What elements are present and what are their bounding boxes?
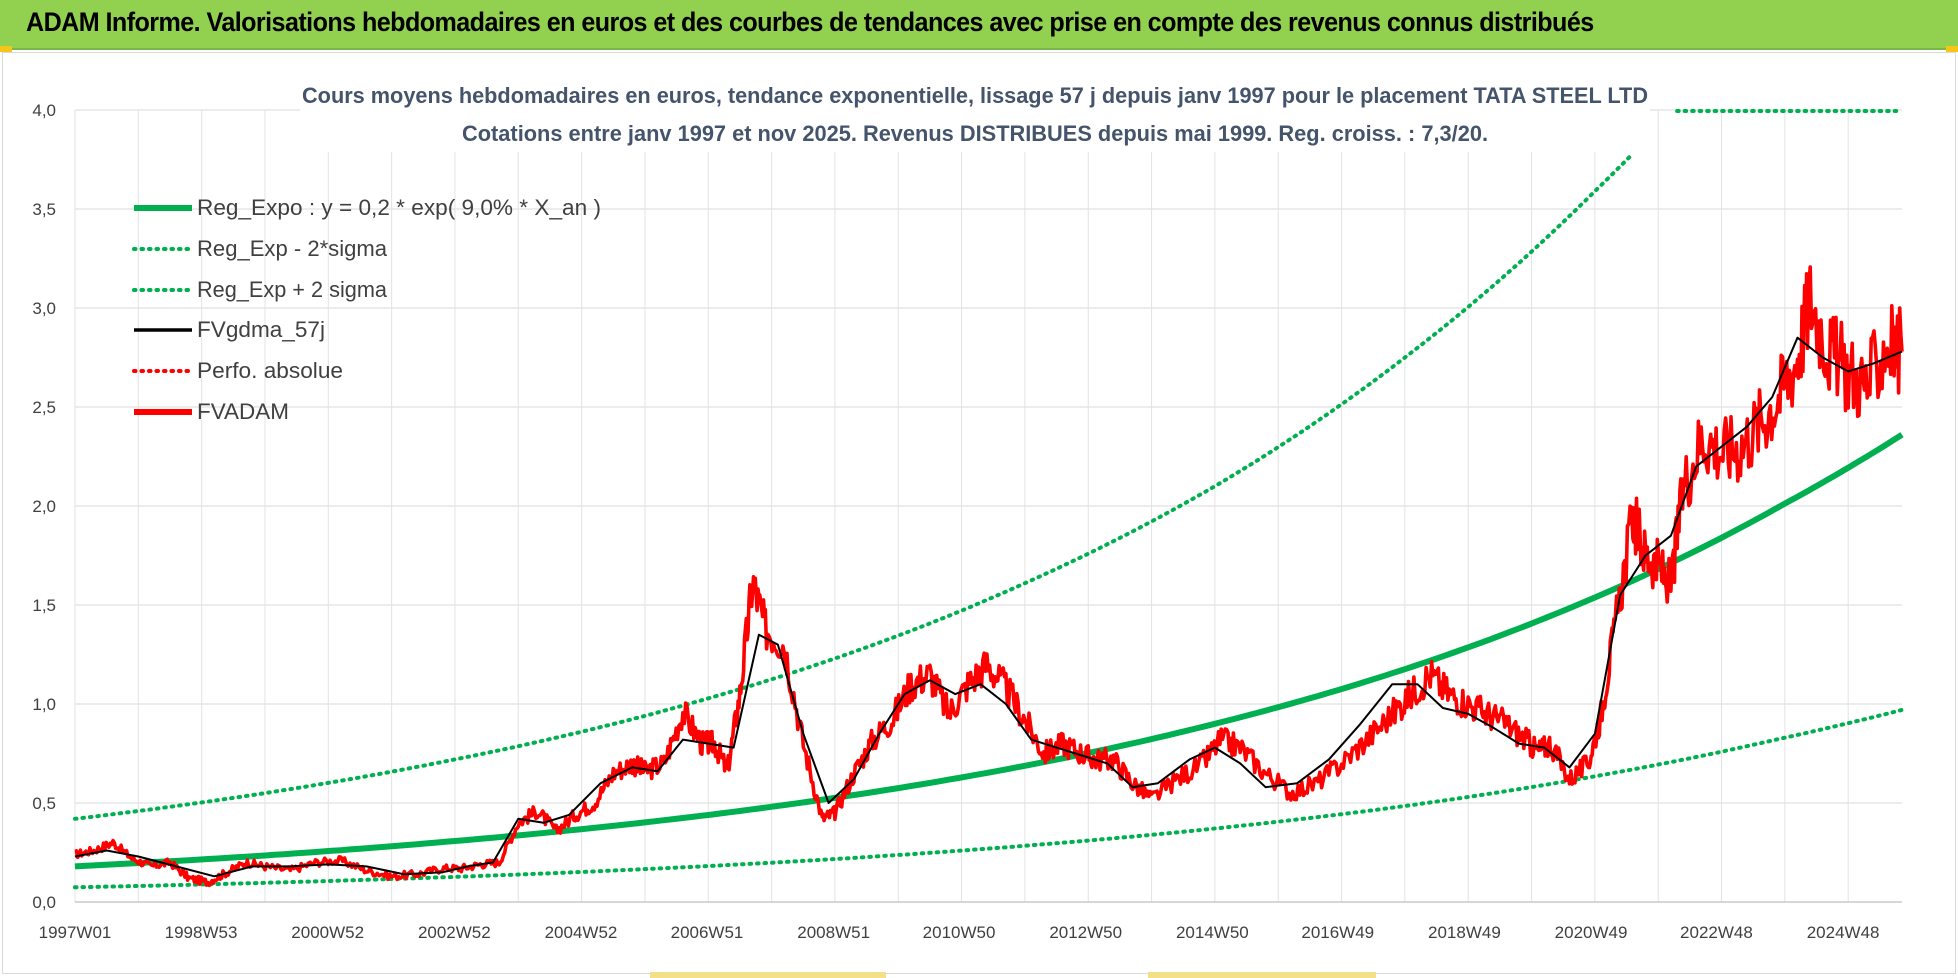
legend-label: FVADAM — [197, 399, 289, 424]
chart-title-line2: Cotations entre janv 1997 et nov 2025. R… — [462, 121, 1488, 146]
x-tick-label: 2002W52 — [418, 923, 491, 942]
x-tick-label: 2008W51 — [797, 923, 870, 942]
bottom-mark-1 — [650, 972, 886, 978]
chart-title-box — [300, 76, 1650, 152]
x-tick-label: 1997W01 — [39, 923, 112, 942]
x-tick-label: 2004W52 — [545, 923, 618, 942]
legend-label: Reg_Expo : y = 0,2 * exp( 9,0% * X_an ) — [197, 195, 601, 220]
y-tick-label: 2,5 — [32, 398, 56, 417]
chart-series — [73, 109, 1904, 890]
x-tick-label: 2022W48 — [1680, 923, 1753, 942]
series-reg-exp-plus-2-sigma — [73, 151, 1635, 821]
y-tick-label: 1,0 — [32, 695, 56, 714]
legend-label: Reg_Exp + 2 sigma — [197, 277, 388, 302]
y-tick-label: 0,0 — [32, 893, 56, 912]
bottom-mark-2 — [1148, 972, 1376, 978]
corner-mark-right — [1946, 46, 1958, 52]
y-tick-label: 0,5 — [32, 794, 56, 813]
y-tick-label: 1,5 — [32, 596, 56, 615]
chart-frame — [2, 52, 1956, 974]
chart-titles: Cours moyens hebdomadaires en euros, ten… — [300, 76, 1650, 152]
y-tick-label: 2,0 — [32, 497, 56, 516]
y-tick-label: 4,0 — [32, 101, 56, 120]
legend-label: Reg_Exp - 2*sigma — [197, 236, 388, 261]
x-tick-label: 1998W53 — [165, 923, 238, 942]
series-fvadam — [74, 265, 1904, 888]
legend-label: FVgdma_57j — [197, 317, 325, 342]
x-tick-label: 2014W50 — [1176, 923, 1249, 942]
chart-title-line1: Cours moyens hebdomadaires en euros, ten… — [302, 83, 1648, 108]
x-tick-label: 2012W50 — [1049, 923, 1122, 942]
corner-mark-left — [0, 46, 12, 52]
x-tick-label: 2000W52 — [291, 923, 364, 942]
series-reg-exp-minus-2-sigma — [73, 707, 1904, 890]
series-reg-expo — [74, 432, 1904, 870]
series-fvgdma-57j — [74, 336, 1903, 878]
x-tick-label: 2024W48 — [1807, 923, 1880, 942]
legend-label: Perfo. absolue — [197, 358, 343, 383]
chart-grid — [74, 109, 1902, 903]
x-tick-label: 2010W50 — [923, 923, 996, 942]
chart-legend: Reg_Expo : y = 0,2 * exp( 9,0% * X_an ) R… — [132, 195, 601, 424]
x-tick-label: 2018W49 — [1428, 923, 1501, 942]
y-tick-label: 3,0 — [32, 299, 56, 318]
chart-axes: 0,0 0,5 1,0 1,5 2,0 2,5 3,0 3,5 4,0 1997W01 1998W5… — [32, 101, 1902, 942]
x-tick-label: 2020W49 — [1555, 923, 1628, 942]
x-tick-label: 2016W49 — [1301, 923, 1374, 942]
y-tick-label: 3,5 — [32, 200, 56, 219]
x-tick-label: 2006W51 — [671, 923, 744, 942]
header-bar: ADAM Informe. Valorisations hebdomadaire… — [0, 0, 1958, 50]
header-title: ADAM Informe. Valorisations hebdomadaire… — [26, 7, 1594, 37]
